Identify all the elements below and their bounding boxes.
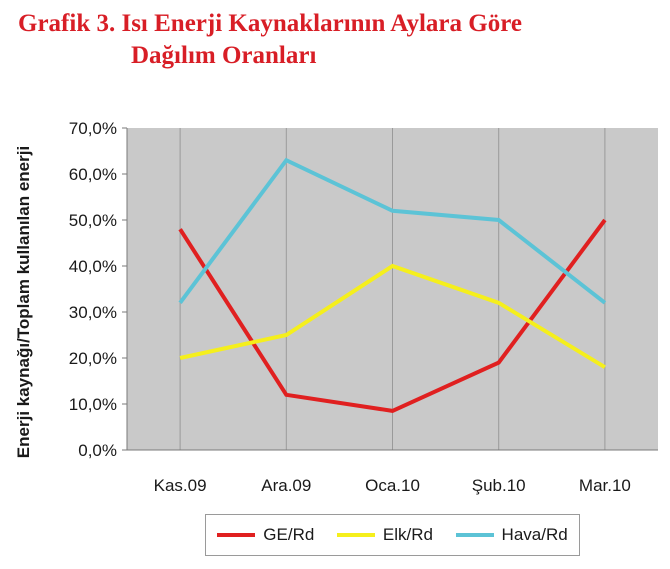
legend-swatch xyxy=(217,533,256,537)
chart-title-line2: Dağılım Oranları xyxy=(131,42,317,69)
x-tick-label: Kas.09 xyxy=(154,476,207,495)
x-tick-label: Şub.10 xyxy=(472,476,526,495)
x-tick-label: Mar.10 xyxy=(579,476,631,495)
y-tick-label: 0,0% xyxy=(78,441,117,460)
y-tick-label: 30,0% xyxy=(69,303,117,322)
y-tick-label: 50,0% xyxy=(69,211,117,230)
legend-label: GE/Rd xyxy=(263,525,315,544)
x-tick-label: Oca.10 xyxy=(365,476,420,495)
legend-item: GE/Rd xyxy=(217,525,314,545)
y-tick-label: 20,0% xyxy=(69,349,117,368)
series-line xyxy=(179,263,606,369)
legend-label: Elk/Rd xyxy=(382,525,433,544)
y-axis-label: Enerji kaynağı/Toplam kullanılan enerji xyxy=(14,146,33,458)
series-line xyxy=(178,218,607,413)
series-line xyxy=(178,157,607,305)
chart-title: Grafik 3. Isı Enerji Kaynaklarının Aylar… xyxy=(18,8,522,72)
y-tick-label: 10,0% xyxy=(69,395,117,414)
legend-item: Hava/Rd xyxy=(455,525,568,545)
legend-label: Hava/Rd xyxy=(501,525,568,544)
legend-swatch xyxy=(336,533,375,537)
y-tick-label: 60,0% xyxy=(69,165,117,184)
chart-legend: GE/Rd Elk/Rd Hava/Rd xyxy=(205,514,580,556)
y-tick-label: 70,0% xyxy=(69,119,117,138)
legend-swatch xyxy=(455,533,494,537)
y-tick-label: 40,0% xyxy=(69,257,117,276)
legend-item: Elk/Rd xyxy=(336,525,433,545)
chart-title-line1: Grafik 3. Isı Enerji Kaynaklarının Aylar… xyxy=(18,10,522,37)
x-tick-label: Ara.09 xyxy=(261,476,311,495)
